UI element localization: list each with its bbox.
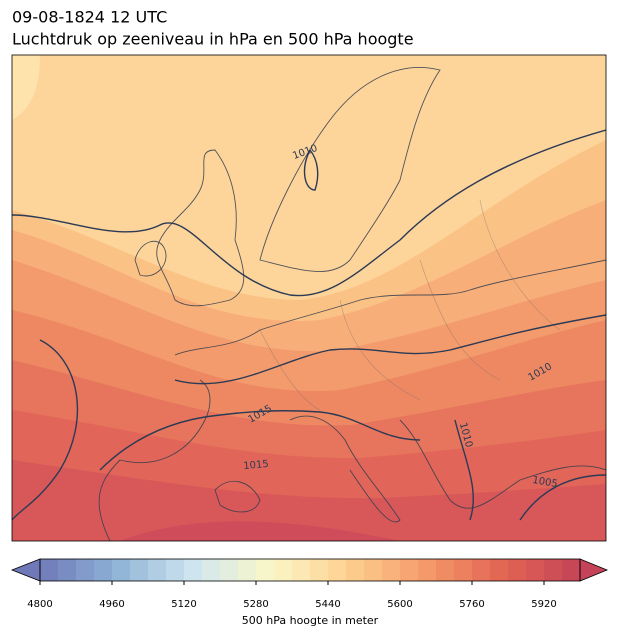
colorbar-segment (328, 559, 347, 581)
colorbar-segment (274, 559, 293, 581)
colorbar-tick-label: 5440 (315, 599, 340, 610)
colorbar-segment (220, 559, 239, 581)
colorbar-segment (76, 559, 95, 581)
map (12, 55, 606, 541)
colorbar-segment (238, 559, 257, 581)
colorbar-segment (184, 559, 203, 581)
colorbar-tick-label: 4960 (99, 599, 124, 610)
colorbar-extend-high (579, 558, 609, 582)
colorbar-segment (508, 559, 527, 581)
colorbar-segment (364, 559, 383, 581)
colorbar-tick-label: 5280 (243, 599, 268, 610)
colorbar-tick-label: 5600 (387, 599, 412, 610)
colorbar-frame (39, 558, 581, 582)
colorbar-segment (40, 559, 59, 581)
colorbar-segment (346, 559, 365, 581)
colorbar-segment (526, 559, 545, 581)
colorbar-segment (418, 559, 437, 581)
map-frame (11, 54, 607, 542)
colorbar-segment (472, 559, 491, 581)
chart-subtitle: Luchtdruk op zeeniveau in hPa en 500 hPa… (12, 30, 414, 49)
colorbar-segment (310, 559, 329, 581)
colorbar-segment (148, 559, 167, 581)
colorbar-segment (256, 559, 275, 581)
colorbar-segment (94, 559, 113, 581)
colorbar-tick-label: 5120 (171, 599, 196, 610)
colorbar-segment (436, 559, 455, 581)
colorbar-segment (166, 559, 185, 581)
contour-label: 1005 (531, 475, 558, 490)
colorbar-tick-label: 4800 (27, 599, 52, 610)
colorbar-segment (490, 559, 509, 581)
contour-label: 1015 (243, 459, 269, 472)
colorbar-segment (382, 559, 401, 581)
colorbar-segment (58, 559, 77, 581)
colorbar-tick-label: 5760 (459, 599, 484, 610)
colorbar-tick-label: 5920 (531, 599, 556, 610)
colorbar-segment (400, 559, 419, 581)
colorbar-segment (292, 559, 311, 581)
colorbar-segment (544, 559, 563, 581)
colorbar-segment (130, 559, 149, 581)
colorbar-label: 500 hPa hoogte in meter (242, 614, 379, 627)
colorbar-segment (202, 559, 221, 581)
colorbar-segment (112, 559, 131, 581)
colorbar-extend-low (10, 558, 41, 582)
chart-title: 09-08-1824 12 UTC (12, 8, 167, 27)
colorbar-segment (454, 559, 473, 581)
colorbar-segment (562, 559, 581, 581)
